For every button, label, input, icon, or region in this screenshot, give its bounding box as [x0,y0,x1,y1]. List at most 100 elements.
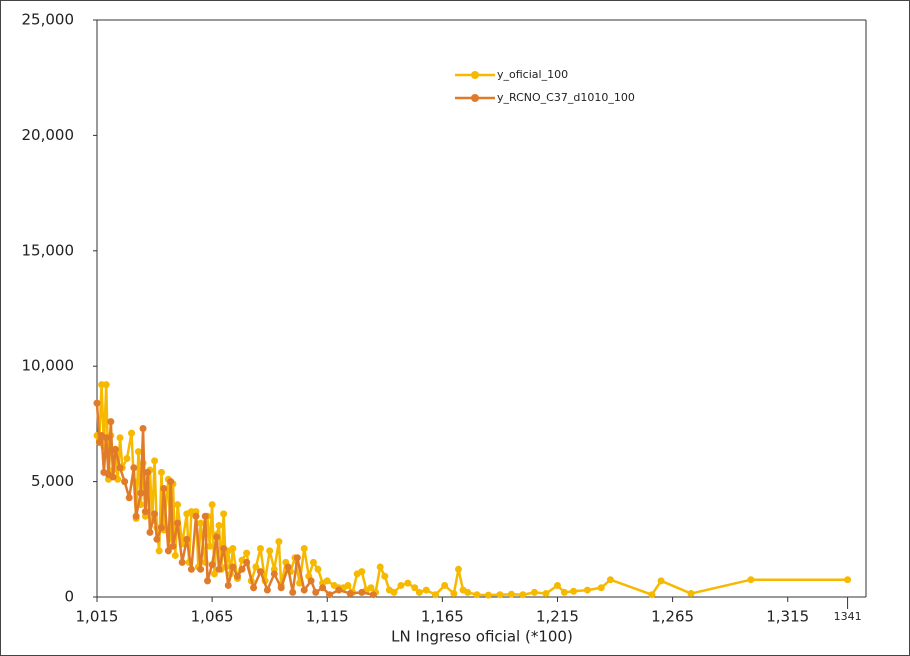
data-point [314,565,322,573]
data-point [141,508,149,516]
y-tick-label: 25,000 [22,11,75,29]
data-point [496,591,504,599]
data-point [160,485,168,493]
data-point [484,591,492,599]
data-point [197,519,205,527]
data-point [369,591,377,599]
data-point [174,519,182,527]
data-point [250,584,258,592]
data-point [116,434,124,442]
data-point [300,586,308,594]
y-tick-label: 20,000 [22,126,75,144]
data-point [519,591,527,599]
data-point [164,547,172,555]
data-point [450,590,458,598]
y-tick-label: 10,000 [22,357,75,375]
data-point [648,591,656,599]
data-point [153,535,161,543]
data-point [116,464,124,472]
data-point [215,521,223,529]
data-point [220,545,228,553]
data-point [192,512,200,520]
x-tick-label: 1,315 [766,608,809,626]
data-point [210,570,218,578]
x-tick-label: 1,265 [651,608,694,626]
x-tick-label: 1,215 [536,608,579,626]
data-point [376,563,384,571]
data-point [155,547,163,555]
y-tick-label: 15,000 [22,241,75,259]
x-tick-label: 1,165 [421,608,464,626]
data-point [229,563,237,571]
data-point [256,545,264,553]
data-point [422,586,430,594]
data-point [319,584,327,592]
data-point [125,494,133,502]
data-point [130,464,138,472]
data-point [473,591,481,599]
data-point [169,542,177,550]
data-point [381,572,389,580]
data-point [284,563,292,571]
x-tick-label: 1341 [834,610,862,623]
data-point [238,565,246,573]
data-point [266,547,274,555]
data-point [397,581,405,589]
data-point [178,558,186,566]
data-point [167,478,175,486]
data-point [390,588,398,596]
data-point [293,554,301,562]
data-point [570,587,578,595]
data-point [597,584,605,592]
data-point [233,572,241,580]
y-tick-label: 0 [64,588,74,606]
data-point [151,510,159,518]
data-point [95,438,103,446]
data-point [307,577,315,585]
data-point [171,551,179,559]
data-point [256,568,264,576]
data-point [687,590,695,598]
data-point [183,535,191,543]
data-point [208,501,216,509]
data-point [844,576,852,584]
data-point [312,588,320,596]
data-point [411,584,419,592]
data-point [220,510,228,518]
data-point [415,588,423,596]
legend-label: y_RCNO_C37_d1010_100 [497,91,635,104]
data-point [213,533,221,541]
data-point [367,584,375,592]
data-point [346,590,354,598]
data-point [335,586,343,594]
data-point [344,581,352,589]
data-point [542,590,550,598]
data-point [243,549,251,557]
x-tick-label: 1,115 [306,608,349,626]
data-point [111,445,119,453]
data-point [134,448,142,456]
data-point [197,565,205,573]
x-tick-label: 1,015 [76,608,119,626]
data-point [139,425,147,433]
data-point [507,590,515,598]
data-point [215,565,223,573]
x-axis-label: LN Ingreso oficial (*100) [391,628,573,646]
data-point [107,418,115,426]
data-point [174,501,182,509]
data-point [93,399,101,407]
data-point [358,568,366,576]
data-point [530,588,538,596]
legend-label: y_oficial_100 [497,68,568,81]
x-tick-label: 1,065 [191,608,234,626]
data-point [187,565,195,573]
data-point [606,576,614,584]
data-point [277,584,285,592]
data-point [358,588,366,596]
data-point [137,489,145,497]
data-point [109,473,117,481]
data-point [121,478,129,486]
data-point [224,581,232,589]
